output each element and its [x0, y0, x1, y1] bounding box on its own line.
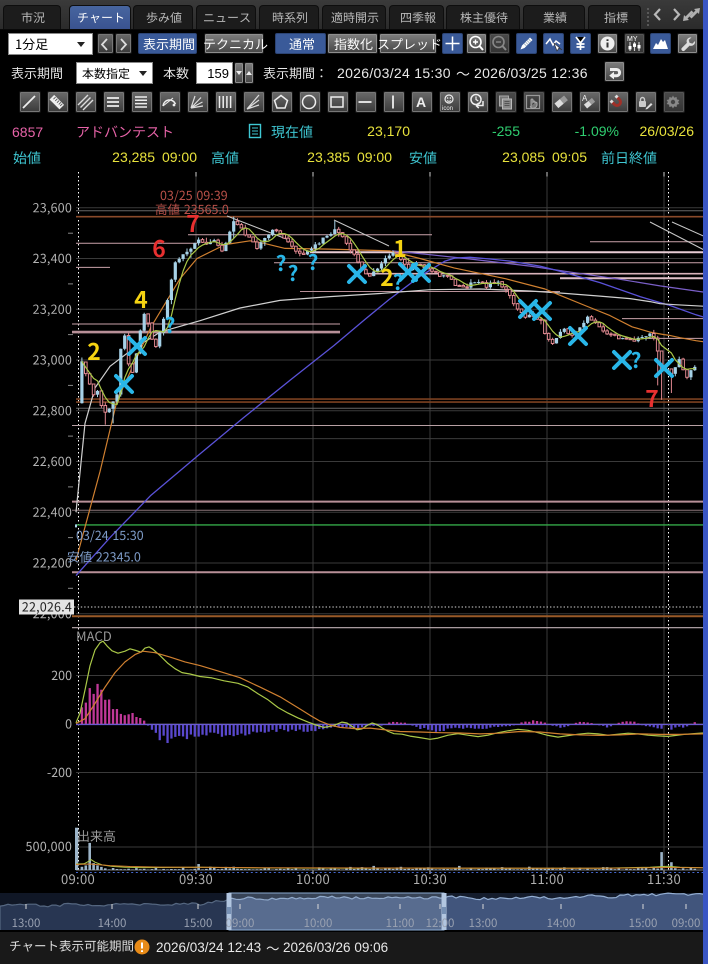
svg-text:A: A: [416, 94, 426, 110]
svg-text:MY: MY: [627, 36, 638, 43]
svg-text:icon: icon: [442, 106, 453, 112]
svg-text:A: A: [582, 94, 588, 103]
